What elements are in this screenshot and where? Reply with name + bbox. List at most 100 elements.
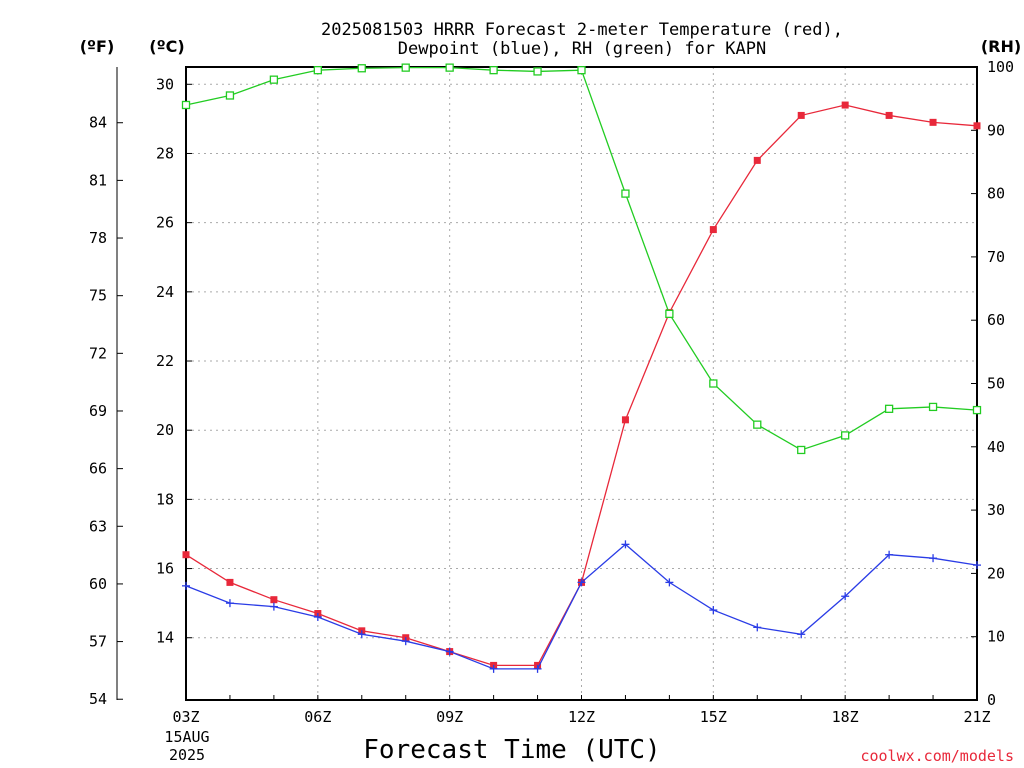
dewpoint-point xyxy=(445,647,454,656)
dewpoint-point xyxy=(269,602,278,611)
rh-point xyxy=(972,405,982,415)
dewpoint-point xyxy=(401,637,410,646)
temperature-point xyxy=(885,111,893,119)
dewpoint-point xyxy=(709,606,718,615)
fahrenheit-unit-label: (ºF) xyxy=(80,37,115,56)
rh-point xyxy=(753,420,762,429)
temperature-point xyxy=(797,111,805,119)
rh-tick-label: 70 xyxy=(987,248,1005,266)
plot-frame xyxy=(185,66,978,701)
dewpoint-point xyxy=(533,664,542,673)
data-series xyxy=(181,63,982,673)
chart-title-line2: Dewpoint (blue), RH (green) for KAPN xyxy=(398,39,766,59)
rh-point xyxy=(797,445,806,455)
fahrenheit-tick-label: 54 xyxy=(89,690,107,708)
temperature-point xyxy=(753,156,761,164)
fahrenheit-tick-label: 63 xyxy=(89,517,107,535)
rh-point xyxy=(313,66,322,75)
rh-point xyxy=(445,63,454,72)
fahrenheit-tick-label: 69 xyxy=(89,402,107,420)
rh-point xyxy=(709,379,718,388)
dewpoint-point xyxy=(357,630,366,639)
dewpoint-point xyxy=(621,540,630,549)
rh-point xyxy=(181,100,191,110)
dewpoint-point xyxy=(841,592,850,601)
temperature-point xyxy=(226,578,234,586)
dewpoint-point xyxy=(665,578,674,587)
rh-tick-label: 100 xyxy=(987,58,1014,76)
celsius-tick-label: 22 xyxy=(156,352,174,370)
celsius-tick-label: 30 xyxy=(156,75,174,93)
credit-text: coolwx.com/models xyxy=(860,747,1014,765)
temperature-point xyxy=(973,122,981,130)
temperature-point xyxy=(270,596,278,604)
fahrenheit-tick-label: 84 xyxy=(89,114,107,132)
fahrenheit-tick-label: 60 xyxy=(89,575,107,593)
rh-tick-label: 40 xyxy=(987,438,1005,456)
fahrenheit-tick-label: 75 xyxy=(89,287,107,305)
x-axis-date-year: 2025 xyxy=(169,746,205,764)
rh-point xyxy=(841,431,850,440)
dewpoint-point xyxy=(225,599,234,608)
dewpoint-point xyxy=(577,578,586,587)
temperature-point xyxy=(709,226,717,234)
celsius-tick-label: 18 xyxy=(156,490,174,508)
rh-tick-label: 20 xyxy=(987,564,1005,582)
dewpoint-point xyxy=(973,561,981,570)
rh-tick-label: 90 xyxy=(987,121,1005,139)
celsius-tick-label: 28 xyxy=(156,144,174,162)
celsius-unit-label: (ºC) xyxy=(149,37,184,56)
x-tick-label: 03Z xyxy=(172,708,199,726)
x-tick-label: 06Z xyxy=(304,708,331,726)
rh-point xyxy=(269,75,279,84)
fahrenheit-tick-label: 66 xyxy=(89,460,107,478)
x-tick-label: 18Z xyxy=(832,708,859,726)
celsius-tick-label: 26 xyxy=(156,214,174,232)
celsius-tick-label: 24 xyxy=(156,283,174,301)
rh-point xyxy=(357,64,366,73)
celsius-tick-label: 20 xyxy=(156,421,174,439)
grid-lines xyxy=(186,67,977,700)
x-tick-label: 09Z xyxy=(436,708,463,726)
chart-title-line1: 2025081503 HRRR Forecast 2-meter Tempera… xyxy=(321,20,843,40)
dewpoint-point xyxy=(797,630,806,639)
x-axis-date-day: 15AUG xyxy=(164,728,209,746)
rh-point xyxy=(225,91,235,100)
temperature-point xyxy=(182,551,190,559)
rh-tick-label: 80 xyxy=(987,185,1005,203)
x-tick-label: 21Z xyxy=(963,708,990,726)
rh-tick-label: 0 xyxy=(987,691,996,709)
fahrenheit-tick-label: 57 xyxy=(89,633,107,651)
celsius-tick-label: 14 xyxy=(156,629,174,647)
fahrenheit-tick-label: 72 xyxy=(89,344,107,362)
rh-point xyxy=(489,66,498,75)
x-tick-label: 12Z xyxy=(568,708,595,726)
celsius-tick-label: 16 xyxy=(156,560,174,578)
rh-point xyxy=(928,402,938,412)
rh-tick-label: 10 xyxy=(987,628,1005,646)
dewpoint-point xyxy=(182,581,190,590)
rh-tick-label: 30 xyxy=(987,501,1005,519)
fahrenheit-tick-label: 78 xyxy=(89,229,107,247)
rh-point xyxy=(621,189,630,198)
temperature-point xyxy=(621,416,629,424)
rh-point xyxy=(401,63,410,72)
dewpoint-point xyxy=(753,623,762,632)
temperature-point xyxy=(841,101,849,109)
rh-point xyxy=(533,67,542,76)
temperature-point xyxy=(929,118,937,126)
dewpoint-point xyxy=(313,612,322,621)
rh-point xyxy=(577,66,586,75)
dewpoint-point xyxy=(885,550,894,559)
rh-tick-label: 50 xyxy=(987,375,1005,393)
axes: 54 57 60 63 66 69 72 75 78 81 84 14 16 18 20 22 24 26 28 30… xyxy=(89,58,1014,726)
x-tick-label: 15Z xyxy=(700,708,727,726)
dewpoint-point xyxy=(929,554,938,563)
rh-point xyxy=(884,404,894,413)
dewpoint-point xyxy=(489,664,498,673)
rh-point xyxy=(665,309,674,319)
fahrenheit-tick-label: 81 xyxy=(89,171,107,189)
x-axis-title: Forecast Time (UTC) xyxy=(363,735,660,765)
rh-tick-label: 60 xyxy=(987,311,1005,329)
